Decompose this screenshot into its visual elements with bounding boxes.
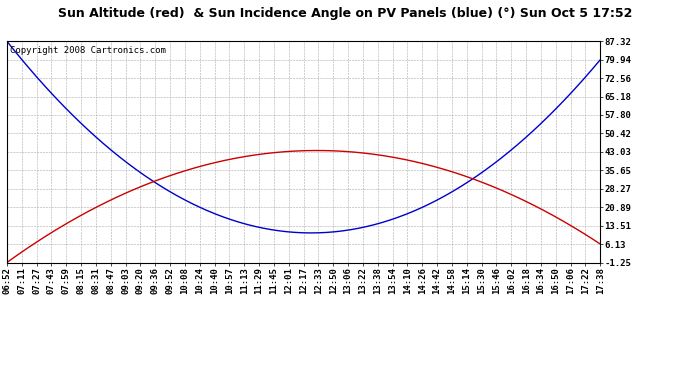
Text: Copyright 2008 Cartronics.com: Copyright 2008 Cartronics.com [10, 46, 166, 55]
Text: Sun Altitude (red)  & Sun Incidence Angle on PV Panels (blue) (°) Sun Oct 5 17:5: Sun Altitude (red) & Sun Incidence Angle… [58, 8, 632, 21]
